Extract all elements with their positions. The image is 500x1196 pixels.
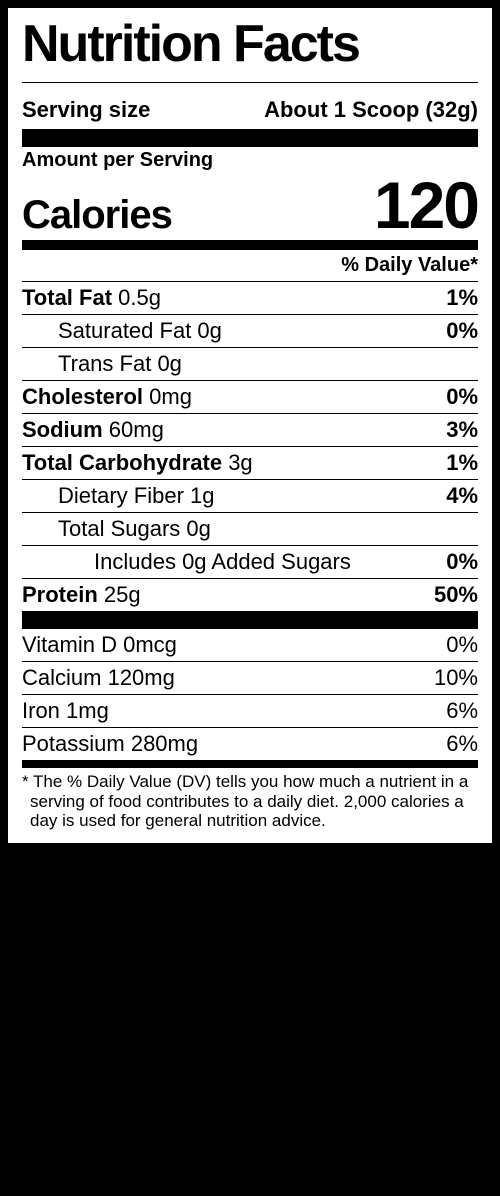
nutrient-amount: 1g [190, 483, 214, 508]
thick-bar [22, 611, 478, 629]
nutrient-left: Vitamin D 0mcg [22, 632, 177, 658]
nutrient-amount: 280mg [131, 731, 198, 756]
nutrient-name: Trans Fat [58, 351, 157, 376]
nutrient-row: Dietary Fiber 1g 4% [22, 479, 478, 512]
nutrient-left: Trans Fat 0g [58, 351, 182, 377]
nutrient-name: Total Sugars [58, 516, 186, 541]
nutrient-name: Vitamin D [22, 632, 123, 657]
nutrient-name: Dietary Fiber [58, 483, 190, 508]
nutrient-dv: 1% [446, 450, 478, 476]
nutrient-amount: 0g Added Sugars [182, 549, 351, 574]
nutrient-name: Calcium [22, 665, 108, 690]
calories-label: Calories [22, 195, 172, 235]
nutrient-left: Potassium 280mg [22, 731, 198, 757]
nutrition-facts-panel: Nutrition Facts Serving size About 1 Sco… [6, 6, 494, 845]
nutrient-name: Potassium [22, 731, 131, 756]
nutrient-amount: 3g [228, 450, 252, 475]
nutrient-left: Calcium 120mg [22, 665, 175, 691]
nutrient-left: Total Carbohydrate 3g [22, 450, 253, 476]
nutrient-name: Total Fat [22, 285, 118, 310]
nutrient-left: Dietary Fiber 1g [58, 483, 215, 509]
panel-title: Nutrition Facts [22, 16, 478, 82]
main-nutrients-list: Total Fat 0.5g 1% Saturated Fat 0g 0% Trans … [22, 281, 478, 611]
nutrient-row: Total Fat 0.5g 1% [22, 281, 478, 314]
nutrient-left: Total Fat 0.5g [22, 285, 161, 311]
nutrient-row: Vitamin D 0mcg 0% [22, 629, 478, 661]
nutrient-row: Calcium 120mg 10% [22, 661, 478, 694]
nutrient-row: Potassium 280mg 6% [22, 727, 478, 760]
nutrient-row: Trans Fat 0g [22, 347, 478, 380]
nutrient-row: Total Sugars 0g [22, 512, 478, 545]
thick-bar [22, 129, 478, 147]
nutrient-amount: 0g [197, 318, 221, 343]
nutrient-left: Cholesterol 0mg [22, 384, 192, 410]
nutrient-row: Sodium 60mg 3% [22, 413, 478, 446]
nutrient-amount: 25g [104, 582, 141, 607]
nutrient-row: Total Carbohydrate 3g 1% [22, 446, 478, 479]
nutrient-name: Total Carbohydrate [22, 450, 228, 475]
serving-size-row: Serving size About 1 Scoop (32g) [22, 83, 478, 129]
serving-size-label: Serving size [22, 97, 150, 123]
nutrient-left: Sodium 60mg [22, 417, 164, 443]
nutrient-row: Iron 1mg 6% [22, 694, 478, 727]
calories-value: 120 [374, 172, 478, 238]
nutrient-row: Saturated Fat 0g 0% [22, 314, 478, 347]
nutrient-left: Protein 25g [22, 582, 141, 608]
nutrient-left: Saturated Fat 0g [58, 318, 222, 344]
nutrient-dv: 0% [446, 549, 478, 575]
nutrient-row: Includes 0g Added Sugars 0% [22, 545, 478, 578]
nutrient-amount: 0mg [149, 384, 192, 409]
nutrient-amount: 0g [186, 516, 210, 541]
nutrient-name: Saturated Fat [58, 318, 197, 343]
nutrient-dv: 0% [446, 632, 478, 658]
nutrient-amount: 0g [157, 351, 181, 376]
nutrient-dv: 4% [446, 483, 478, 509]
nutrient-amount: 120mg [108, 665, 175, 690]
medium-bar [22, 760, 478, 768]
nutrient-left: Total Sugars 0g [58, 516, 211, 542]
nutrient-dv: 10% [434, 665, 478, 691]
nutrient-name: Cholesterol [22, 384, 149, 409]
nutrient-dv: 6% [446, 731, 478, 757]
nutrient-row: Protein 25g 50% [22, 578, 478, 611]
vitamin-nutrients-list: Vitamin D 0mcg 0% Calcium 120mg 10% Iron 1mg… [22, 629, 478, 760]
nutrient-amount: 0mcg [123, 632, 177, 657]
nutrient-amount: 1mg [66, 698, 109, 723]
nutrient-name: Sodium [22, 417, 109, 442]
nutrient-dv: 50% [434, 582, 478, 608]
nutrient-dv: 0% [446, 318, 478, 344]
nutrient-amount: 60mg [109, 417, 164, 442]
nutrient-left: Iron 1mg [22, 698, 109, 724]
nutrient-dv: 6% [446, 698, 478, 724]
nutrient-amount: 0.5g [118, 285, 161, 310]
nutrient-left: Includes 0g Added Sugars [94, 549, 351, 575]
nutrient-dv: 0% [446, 384, 478, 410]
dv-header: % Daily Value* [22, 250, 478, 281]
nutrient-name: Iron [22, 698, 66, 723]
nutrient-name: Protein [22, 582, 104, 607]
nutrient-dv: 1% [446, 285, 478, 311]
nutrient-row: Cholesterol 0mg 0% [22, 380, 478, 413]
dv-footnote: * The % Daily Value (DV) tells you how m… [22, 768, 478, 833]
nutrient-name: Includes [94, 549, 182, 574]
calories-row: Calories 120 [22, 172, 478, 240]
nutrient-dv: 3% [446, 417, 478, 443]
serving-size-value: About 1 Scoop (32g) [264, 97, 478, 123]
